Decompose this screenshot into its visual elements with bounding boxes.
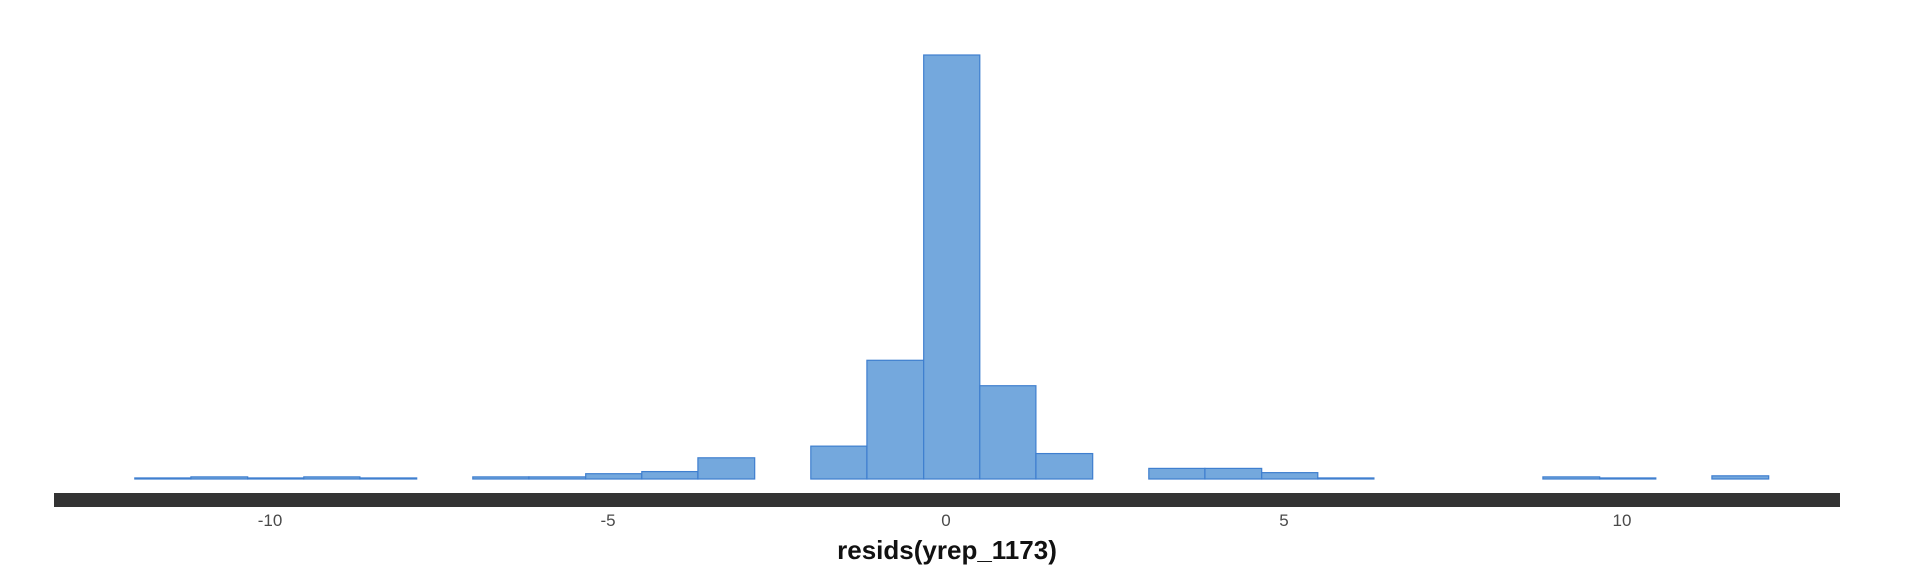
histogram-bars (134, 54, 1770, 480)
histogram-bar (979, 385, 1037, 480)
x-tick-label: -5 (600, 511, 615, 530)
histogram-bar (134, 477, 192, 480)
histogram-bar (1204, 467, 1263, 480)
histogram-bar (1317, 477, 1375, 480)
histogram-bar (247, 477, 305, 480)
histogram-bar (641, 470, 699, 480)
histogram-bar (472, 476, 530, 480)
histogram-bar (359, 477, 418, 480)
histogram-bar (585, 473, 643, 480)
histogram-bar (1542, 476, 1601, 480)
histogram-bar (923, 54, 981, 480)
x-axis-band (54, 493, 1840, 507)
histogram-bar (303, 476, 361, 480)
x-axis-label: resids(yrep_1173) (837, 535, 1057, 565)
histogram-bar (1148, 467, 1206, 480)
histogram-bar (528, 476, 587, 480)
x-axis-ticks: -10 -5 0 5 10 (258, 511, 1632, 530)
histogram-bar (1599, 477, 1657, 480)
histogram-bar (866, 359, 925, 480)
histogram-bar (697, 457, 756, 480)
x-tick-label: 5 (1279, 511, 1288, 530)
x-tick-label: -10 (258, 511, 283, 530)
histogram-bar (190, 476, 249, 480)
histogram-bar (1035, 452, 1094, 480)
x-tick-label: 0 (941, 511, 950, 530)
histogram-bar (1261, 472, 1319, 480)
histogram-bar (810, 445, 868, 480)
histogram-bar (1711, 475, 1770, 480)
x-tick-label: 10 (1613, 511, 1632, 530)
